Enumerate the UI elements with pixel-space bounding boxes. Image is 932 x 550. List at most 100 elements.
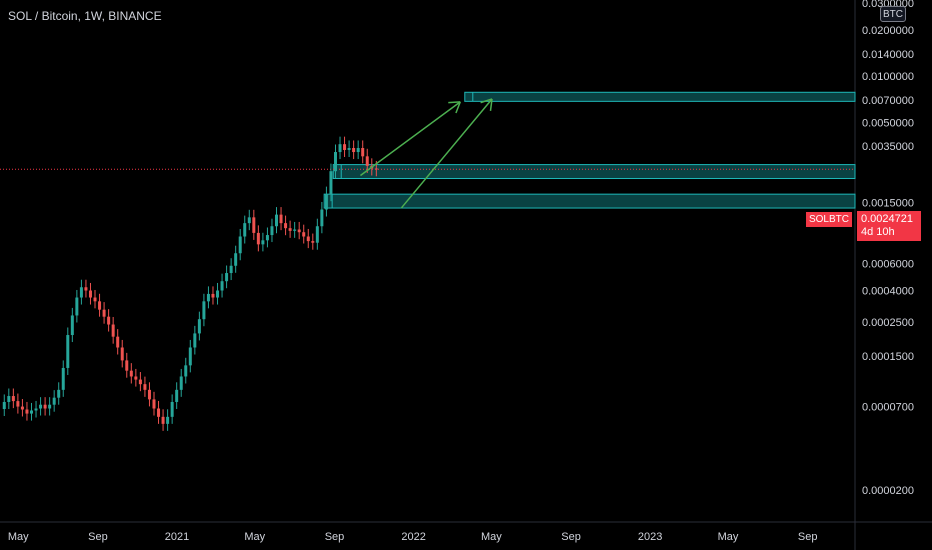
- y-tick-label: 0.0000700: [862, 402, 914, 414]
- candle-body: [293, 229, 297, 231]
- candle-body: [284, 223, 288, 229]
- candle-body: [234, 253, 238, 266]
- candle-body: [188, 347, 192, 366]
- candle-body: [143, 384, 147, 390]
- x-tick-label: May: [244, 531, 265, 543]
- candle-body: [16, 401, 20, 407]
- last-price-tag: 0.0024721 4d 10h: [857, 211, 921, 241]
- candle-body: [152, 399, 156, 409]
- candle-body: [20, 406, 24, 410]
- candle-body: [270, 226, 274, 236]
- candle-body: [324, 194, 328, 210]
- zone-flip-zone: [332, 164, 856, 180]
- last-price-value: 0.0024721: [861, 213, 913, 225]
- y-tick-label: 0.0004000: [862, 286, 914, 298]
- chart-title: SOL / Bitcoin, 1W, BINANCE: [8, 9, 162, 23]
- candle-body: [43, 404, 47, 409]
- candle-body: [138, 379, 142, 385]
- candle-body: [184, 365, 188, 377]
- candle-body: [107, 316, 111, 325]
- candle-body: [161, 416, 165, 424]
- y-tick-label: 0.0035000: [862, 141, 914, 153]
- candle-body: [84, 287, 88, 291]
- candle-body: [279, 214, 283, 224]
- y-tick-label: 0.0015000: [862, 197, 914, 209]
- x-tick-label: 2022: [401, 531, 425, 543]
- candle-body: [220, 281, 224, 291]
- candle-body: [79, 287, 83, 298]
- projection-arrow: [400, 98, 493, 209]
- candle-body: [256, 232, 260, 245]
- symbol-tag: SOLBTC: [806, 212, 852, 227]
- candle-body: [197, 319, 201, 334]
- candle-body: [243, 223, 247, 237]
- candle-body: [66, 335, 70, 368]
- candle-body: [57, 389, 61, 398]
- candle-body: [116, 336, 120, 348]
- candle-body: [206, 293, 210, 302]
- candle-body: [129, 370, 133, 377]
- y-tick-label: 0.0200000: [862, 25, 914, 37]
- candle-body: [193, 333, 197, 348]
- candle-body: [347, 147, 351, 150]
- candle-body: [320, 209, 324, 227]
- x-tick-label: Sep: [88, 531, 108, 543]
- currency-badge[interactable]: BTC: [880, 6, 906, 22]
- candle-body: [265, 235, 269, 241]
- candle-body: [288, 228, 292, 231]
- candle-body: [134, 376, 138, 380]
- candle-body: [98, 301, 102, 310]
- candle-body: [216, 290, 220, 298]
- candle-body: [61, 367, 65, 390]
- candle-body: [93, 297, 97, 302]
- candle-body: [120, 347, 124, 361]
- zone-support: [323, 193, 856, 209]
- candle-body: [102, 309, 106, 317]
- candle-body: [48, 404, 52, 409]
- candle-body: [175, 389, 179, 402]
- candle-body: [52, 397, 56, 405]
- candle-body: [202, 301, 206, 320]
- y-tick-label: 0.0006000: [862, 259, 914, 271]
- candle-body: [247, 217, 251, 224]
- candle-body: [306, 236, 310, 242]
- candle-body: [170, 401, 174, 417]
- y-tick-label: 0.0001500: [862, 351, 914, 363]
- arrow-head: [489, 98, 493, 111]
- candle-body: [297, 229, 301, 233]
- candle-body: [25, 409, 29, 414]
- candle-body: [157, 408, 161, 417]
- candle-body: [11, 396, 15, 402]
- candle-body: [70, 315, 74, 336]
- candle-body: [125, 360, 129, 371]
- x-tick-label: Sep: [798, 531, 818, 543]
- x-tick-label: 2023: [638, 531, 662, 543]
- candle-body: [275, 214, 279, 227]
- candle-body: [238, 236, 242, 254]
- y-tick-label: 0.0000200: [862, 485, 914, 497]
- x-tick-label: May: [481, 531, 502, 543]
- candle-body: [329, 171, 333, 195]
- candle-body: [166, 416, 170, 424]
- x-tick-label: May: [8, 531, 29, 543]
- x-tick-label: May: [718, 531, 739, 543]
- candle-body: [343, 144, 347, 150]
- candle-body: [29, 410, 33, 414]
- candle-body: [7, 396, 11, 402]
- candle-body: [315, 226, 319, 243]
- candle-body: [252, 217, 256, 233]
- x-tick-label: Sep: [561, 531, 581, 543]
- candle-body: [179, 376, 183, 390]
- arrow-head: [480, 98, 493, 104]
- candle-body: [225, 273, 229, 282]
- projection-arrow: [359, 101, 461, 177]
- candle-body: [338, 144, 342, 153]
- bar-countdown: 4d 10h: [861, 226, 895, 238]
- candle-body: [75, 297, 79, 316]
- candle-body: [147, 389, 151, 400]
- arrow-head: [448, 101, 461, 104]
- y-tick-label: 0.0050000: [862, 117, 914, 129]
- y-tick-label: 0.0002500: [862, 317, 914, 329]
